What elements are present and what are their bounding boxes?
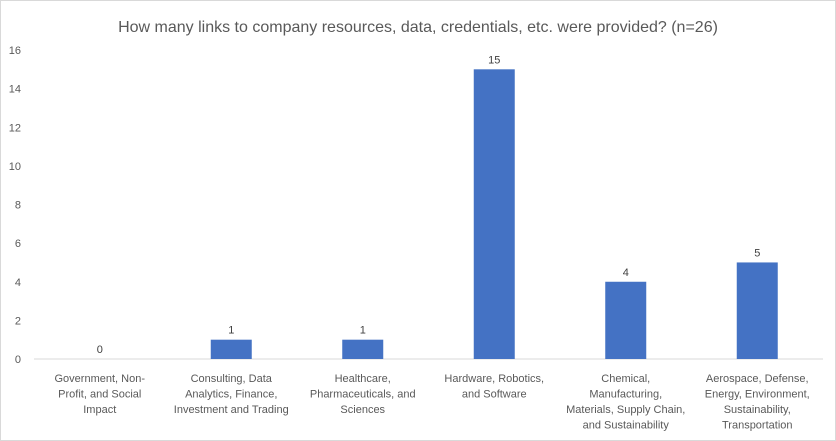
x-tick-label-line: Pharmaceuticals, and <box>310 389 416 401</box>
x-tick-label-line: Impact <box>83 404 116 416</box>
x-tick-label-line: Hardware, Robotics, <box>444 373 544 385</box>
x-tick-label: Consulting, Data Analytics, Finance, Inves… <box>174 373 289 416</box>
x-tick-label: Hardware, Robotics, and Software <box>444 373 544 401</box>
x-tick-label-line: Profit, and Social <box>58 389 141 401</box>
y-tick-label: 16 <box>9 45 21 57</box>
x-tick-label-line: Healthcare, <box>335 373 391 385</box>
x-tick-label-line: and Sustainability <box>583 420 670 432</box>
bar <box>210 339 252 359</box>
x-tick-label-line: Materials, Supply Chain, <box>566 404 685 416</box>
y-tick-label: 14 <box>9 84 21 96</box>
x-tick-label-line: Consulting, Data <box>191 373 273 385</box>
x-tick-label-line: Chemical, <box>601 373 650 385</box>
y-tick-label: 0 <box>15 354 21 366</box>
bars-group <box>210 69 778 359</box>
x-tick-label: Government, Non- Profit, and Social Impact <box>55 373 146 416</box>
x-tick-label-line: and Software <box>462 389 527 401</box>
x-tick-label: Healthcare, Pharmaceuticals, and Sciences <box>310 373 416 416</box>
data-label: 15 <box>488 54 500 66</box>
data-label: 4 <box>623 267 629 279</box>
x-tick-label-line: Sustainability, <box>724 404 791 416</box>
y-tick-label: 2 <box>15 315 21 327</box>
x-tick-label-line: Manufacturing, <box>589 389 662 401</box>
bar <box>736 262 778 359</box>
y-axis: 0 2 4 6 8 10 12 14 16 <box>9 45 21 366</box>
x-tick-label-line: Energy, Environment, <box>705 389 810 401</box>
y-tick-label: 8 <box>15 200 21 212</box>
x-tick-label-line: Aerospace, Defense, <box>706 373 809 385</box>
bar <box>342 339 384 359</box>
data-label: 5 <box>754 247 760 259</box>
y-tick-label: 4 <box>15 277 21 289</box>
y-tick-label: 10 <box>9 161 21 173</box>
y-tick-label: 12 <box>9 122 21 134</box>
y-tick-label: 6 <box>15 238 21 250</box>
data-labels-group: 0 1 1 15 4 5 <box>97 54 761 356</box>
x-tick-label-line: Transportation <box>722 420 793 432</box>
x-tick-label-line: Investment and Trading <box>174 404 289 416</box>
x-tick-label: Chemical, Manufacturing, Materials, Supply… <box>566 373 685 432</box>
data-label: 0 <box>97 344 103 356</box>
x-axis-labels: Government, Non- Profit, and Social Impact… <box>55 373 810 432</box>
bar <box>473 69 515 359</box>
data-label: 1 <box>228 325 234 337</box>
data-label: 1 <box>360 325 366 337</box>
x-tick-label: Aerospace, Defense, Energy, Environment, S… <box>705 373 810 432</box>
bar <box>605 281 647 359</box>
x-tick-label-line: Analytics, Finance, <box>185 389 277 401</box>
x-tick-label-line: Government, Non- <box>55 373 146 385</box>
chart-title: How many links to company resources, dat… <box>118 19 718 36</box>
x-tick-label-line: Sciences <box>340 404 385 416</box>
